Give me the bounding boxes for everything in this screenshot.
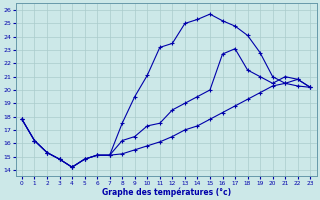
X-axis label: Graphe des températures (°c): Graphe des températures (°c) bbox=[101, 187, 231, 197]
